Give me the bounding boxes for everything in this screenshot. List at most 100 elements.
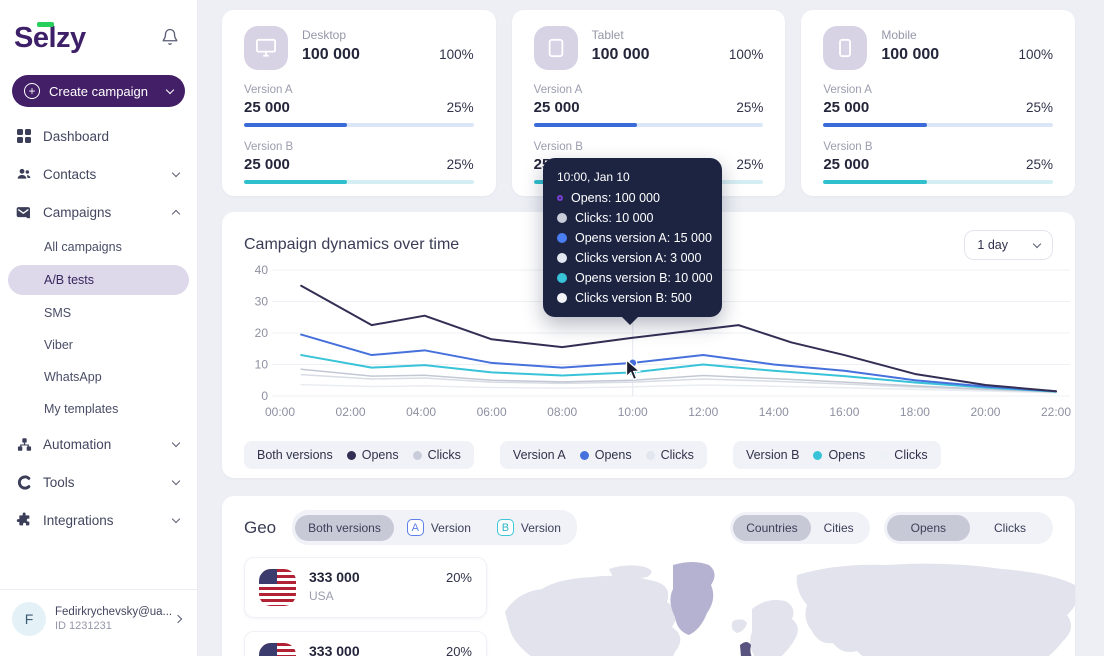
geo-row-pct: 20% <box>445 644 472 656</box>
device-label: Mobile <box>881 28 917 42</box>
legend-group-label: Both versions <box>257 448 333 462</box>
version-filter: Both versions A Version B Version <box>292 510 577 545</box>
device-total-pct: 100% <box>1018 47 1054 62</box>
sidebar-item-campaigns[interactable]: Campaigns <box>0 193 197 231</box>
version-b-value: 25 000 <box>244 156 290 173</box>
svg-text:20:00: 20:00 <box>970 405 1000 419</box>
legend-opens-both[interactable]: Opens <box>346 448 399 462</box>
tooltip-row: Opens version B: 10 000 <box>557 271 713 285</box>
clicks-dot <box>557 213 567 223</box>
version-b-pct: 25% <box>736 157 764 172</box>
location-toggle: Countries Cities <box>730 511 870 544</box>
toggle-cities[interactable]: Cities <box>823 520 854 535</box>
campaigns-envelope-icon <box>16 204 32 220</box>
svg-text:18:00: 18:00 <box>900 405 930 419</box>
sidebar-item-dashboard[interactable]: Dashboard <box>0 117 197 155</box>
version-b-progress-bar <box>823 180 1054 184</box>
geo-row-usa[interactable]: 333 000 USA 20% <box>244 631 487 656</box>
geo-row-country: USA <box>309 589 334 603</box>
device-total-pct: 100% <box>439 47 474 62</box>
filter-both-versions[interactable]: Both versions <box>295 514 394 541</box>
version-a-value: 25 000 <box>533 99 580 116</box>
sidebar-item-tools[interactable]: Tools <box>0 463 197 501</box>
selzy-logo[interactable]: Selzy <box>14 22 86 53</box>
sidebar-item-ab-tests[interactable]: A/B tests <box>8 265 189 295</box>
legend-label: Opens <box>594 448 632 462</box>
notifications-bell-icon[interactable] <box>161 28 179 46</box>
world-map[interactable] <box>487 557 1075 656</box>
version-a-label: Version A <box>533 84 583 96</box>
clicks-dot <box>645 450 655 460</box>
chart-title: Campaign dynamics over time <box>244 236 460 253</box>
opens-dot <box>557 195 563 201</box>
sidebar-item-sms[interactable]: SMS <box>44 306 72 320</box>
tooltip-row: Opens: 100 000 <box>557 191 708 205</box>
filter-version-b[interactable]: B Version <box>484 513 574 542</box>
sidebar-item-integrations[interactable]: Integrations <box>0 501 197 539</box>
create-campaign-button[interactable]: + Create campaign <box>12 75 185 107</box>
svg-text:20: 20 <box>255 326 269 340</box>
svg-text:40: 40 <box>255 263 269 277</box>
version-a-progress-bar <box>533 123 764 127</box>
svg-text:0: 0 <box>261 389 268 403</box>
map-greenland-highlight <box>670 562 715 635</box>
device-total: 100 000 <box>302 46 360 63</box>
opens-dot <box>813 450 823 460</box>
legend-clicks-both[interactable]: Clicks <box>412 448 461 462</box>
legend-label: Opens <box>828 448 866 462</box>
plus-icon: + <box>24 83 40 99</box>
sidebar-item-whatsapp[interactable]: WhatsApp <box>44 370 102 384</box>
chevron-up-icon <box>171 209 181 218</box>
sidebar-item-label: Automation <box>43 436 112 452</box>
filter-version-a[interactable]: A Version <box>394 513 484 542</box>
date-range-select[interactable]: 1 day <box>964 230 1053 260</box>
filter-label: Version <box>520 520 561 535</box>
tooltip-row: Clicks: 10 000 <box>557 211 708 225</box>
date-range-value: 1 day <box>977 238 1008 252</box>
svg-text:16:00: 16:00 <box>829 405 859 419</box>
main-content: Desktop 100 000 100% Version A 25 000 25… <box>197 0 1104 656</box>
chevron-down-icon <box>171 514 181 523</box>
sidebar-item-contacts[interactable]: Contacts <box>0 155 197 193</box>
sidebar-item-my-templates[interactable]: My templates <box>44 402 119 416</box>
svg-text:06:00: 06:00 <box>477 405 507 419</box>
toggle-countries[interactable]: Countries <box>733 514 811 541</box>
toggle-clicks[interactable]: Clicks <box>994 520 1026 535</box>
tooltip-time: 10:00, Jan 10 <box>557 170 630 184</box>
usa-flag-icon <box>259 569 296 606</box>
metric-toggle: Opens Clicks <box>883 511 1053 544</box>
clicks-dot <box>879 450 889 460</box>
legend-opens-b[interactable]: Opens <box>813 448 865 462</box>
sidebar-item-all-campaigns[interactable]: All campaigns <box>44 240 122 254</box>
opens-dot <box>579 450 589 460</box>
user-account-button[interactable]: F Fedirkrychevsky@ua... ID 1231231 <box>0 589 197 642</box>
version-b-progress-bar <box>244 180 474 184</box>
chevron-down-icon <box>171 168 181 177</box>
version-b-pct: 25% <box>1025 157 1054 172</box>
sidebar-item-viber[interactable]: Viber <box>44 338 73 352</box>
legend-clicks-b[interactable]: Clicks <box>879 448 928 462</box>
chart-tooltip: 10:00, Jan 10 Opens: 100 000 Clicks: 10 … <box>543 158 722 325</box>
sidebar-item-label: Integrations <box>43 512 114 528</box>
geo-row-usa[interactable]: 333 000 USA 20% <box>244 557 487 618</box>
device-label: Desktop <box>302 28 347 42</box>
legend-opens-a[interactable]: Opens <box>579 448 632 462</box>
legend-clicks-a[interactable]: Clicks <box>645 448 694 462</box>
version-a-value: 25 000 <box>823 99 870 116</box>
sidebar-item-automation[interactable]: Automation <box>0 425 197 463</box>
version-b-label: Version B <box>823 141 873 153</box>
geo-title: Geo <box>244 517 277 537</box>
legend-group-version-a: Version A Opens Clicks <box>499 441 707 469</box>
svg-text:00:00: 00:00 <box>265 405 295 419</box>
svg-text:22:00: 22:00 <box>1041 405 1071 419</box>
version-a-value: 25 000 <box>244 99 290 116</box>
legend-group-both: Both versions Opens Clicks <box>244 441 474 469</box>
toggle-opens[interactable]: Opens <box>886 514 970 541</box>
clicks-a-dot <box>557 253 567 263</box>
geo-row-value: 333 000 <box>309 569 360 585</box>
filter-label: Version <box>430 520 471 535</box>
contacts-users-icon <box>16 166 32 182</box>
tooltip-row: Opens version A: 15 000 <box>557 231 712 245</box>
version-a-pct: 25% <box>736 100 764 115</box>
